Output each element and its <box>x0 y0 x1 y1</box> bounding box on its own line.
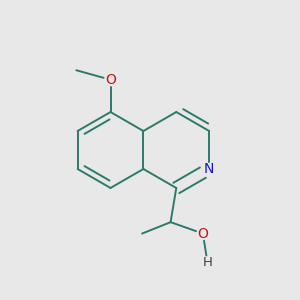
Text: O: O <box>105 73 116 87</box>
Text: H: H <box>202 256 212 268</box>
Text: N: N <box>204 162 214 176</box>
Text: O: O <box>197 226 208 241</box>
